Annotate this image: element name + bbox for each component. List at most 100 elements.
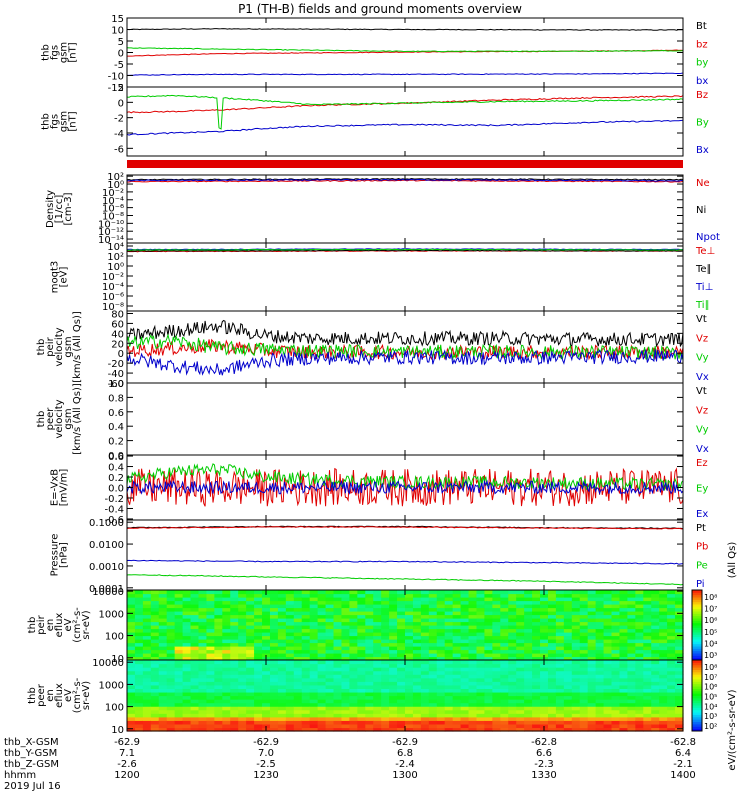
spectrogram-cell	[317, 720, 327, 725]
spectrogram-cell	[166, 653, 176, 658]
spectrogram-cell	[206, 713, 215, 718]
spectrogram-cell	[325, 646, 335, 651]
spectrogram-cell	[301, 653, 311, 658]
spectrogram-cell	[595, 656, 605, 661]
spectrogram-cell	[555, 590, 565, 595]
spectrogram-cell	[254, 695, 263, 700]
spectrogram-cell	[127, 649, 136, 654]
spectrogram-cell	[341, 611, 350, 616]
spectrogram-cell	[389, 656, 398, 661]
spectrogram-cell	[619, 639, 628, 644]
spectrogram-cell	[468, 706, 478, 711]
spectrogram-cell	[246, 656, 255, 661]
y-axis-label-line: thb	[27, 617, 38, 634]
colorbar-step	[692, 620, 702, 624]
spectrogram-cell	[540, 639, 549, 644]
spectrogram-cell	[254, 681, 263, 686]
spectrogram-cell	[500, 607, 509, 612]
spectrogram-cell	[532, 600, 541, 605]
spectrogram-cell	[158, 716, 168, 721]
spectrogram-cell	[142, 720, 152, 725]
spectrogram-cell	[389, 677, 398, 682]
spectrogram-cell	[349, 597, 358, 602]
spectrogram-cell	[373, 621, 382, 626]
spectrogram-cell	[571, 667, 581, 672]
spectrogram-cell	[484, 656, 493, 661]
spectrogram-cell	[206, 611, 215, 616]
spectrogram-cell	[285, 716, 295, 721]
spectrogram-cell	[357, 695, 366, 700]
temperature-series-Ti∥	[127, 248, 684, 251]
efield-series	[126, 463, 684, 507]
spectrogram-cell	[587, 716, 597, 721]
spectrogram-cell	[420, 642, 430, 647]
spectrogram-cell	[285, 635, 295, 640]
spectrogram-cell	[540, 635, 549, 640]
spectrogram-cell	[420, 716, 430, 721]
spectrogram-cell	[166, 625, 176, 630]
fgs-series-by	[126, 47, 684, 53]
y-axis-label-line: moqt3	[50, 261, 61, 294]
spectrogram-cell	[365, 716, 374, 721]
spectrogram-cell	[150, 699, 160, 704]
spectrogram-cell	[555, 706, 565, 711]
spectrogram-cell	[182, 600, 192, 605]
spectrogram-cell	[381, 642, 390, 647]
spectrogram-cell	[174, 597, 184, 602]
spectrogram-cell	[436, 649, 446, 654]
spectrogram-cell	[468, 727, 478, 732]
spectrogram-cell	[476, 681, 486, 686]
spectrogram-cell	[254, 618, 263, 623]
density-frame	[126, 174, 684, 244]
spectrogram-cell	[516, 590, 525, 595]
spectrogram-cell	[277, 667, 287, 672]
spectrogram-cell	[182, 614, 192, 619]
spectrogram-cell	[293, 656, 303, 661]
spectrogram-cell	[532, 709, 541, 714]
spectrogram-cell	[389, 663, 398, 668]
spectrogram-cell	[230, 677, 239, 682]
spectrogram-cell	[508, 604, 517, 609]
spectrogram-cell	[516, 628, 525, 633]
spectrogram-cell	[182, 597, 192, 602]
spectrogram-cell	[420, 723, 430, 729]
spectrogram-cell	[635, 699, 644, 704]
spectrogram-cell	[166, 716, 176, 721]
spectrogram-cell	[254, 611, 263, 616]
spectrogram-cell	[587, 632, 597, 637]
spectrogram-cell	[659, 618, 668, 623]
spectrogram-cell	[325, 709, 335, 714]
fgl-y-ticks: 20-2-4-6	[114, 83, 684, 156]
spectrogram-cell	[317, 656, 327, 661]
spectrogram-cell	[508, 681, 517, 686]
spectrogram-cell	[516, 667, 525, 672]
spectrogram-cell	[341, 597, 350, 602]
spectrogram-cell	[603, 688, 613, 693]
spectrogram-cell	[500, 646, 509, 651]
spectrogram-cell	[547, 632, 557, 637]
spectrogram-cell	[198, 688, 208, 693]
x-row-label-0: thb_X-GSM	[4, 737, 59, 748]
spectrogram-cell	[412, 684, 422, 689]
spectrogram-cell	[555, 699, 565, 704]
spectrogram-cell	[563, 625, 573, 630]
spectrogram-cell	[365, 635, 374, 640]
spectrogram-cell	[206, 607, 215, 612]
spectrogram-cell	[532, 695, 541, 700]
spectrogram-cell	[127, 625, 136, 630]
spectrogram-cell	[317, 642, 327, 647]
spectrogram-cell	[182, 663, 192, 668]
spectrogram-cell	[603, 670, 613, 675]
spectrogram-cell	[428, 723, 438, 729]
spectrogram-cell	[452, 691, 462, 697]
spectrogram-cell	[198, 727, 208, 732]
spectrogram-cell	[627, 618, 636, 623]
spectrogram-cell	[246, 727, 255, 732]
spectrogram-cell	[341, 716, 350, 721]
spectrogram-cell	[508, 684, 517, 689]
spectrogram-cell	[627, 688, 636, 693]
spectrogram-cell	[174, 590, 184, 595]
spectrogram-cell	[675, 621, 684, 626]
spectrogram-cell	[309, 663, 319, 668]
